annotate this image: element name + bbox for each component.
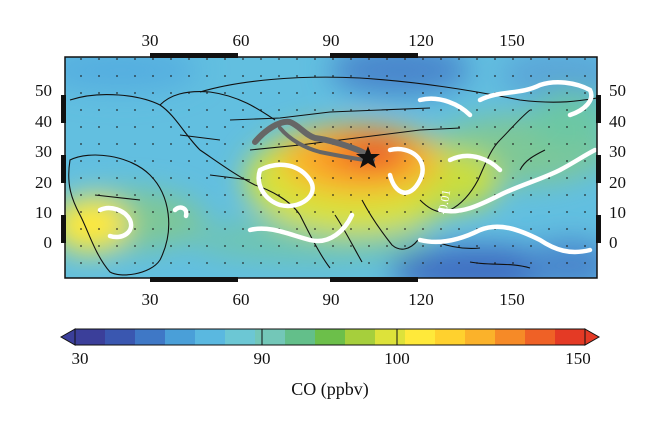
- colorbar-label-90: 90: [254, 349, 271, 368]
- colorbar-swatch: [465, 329, 496, 345]
- colorbar-swatch: [405, 329, 436, 345]
- map-panel: -0.01: [65, 57, 597, 278]
- trajectory-branch: [278, 126, 367, 162]
- lon-tick: 30: [142, 290, 159, 309]
- lat-tick: 30: [35, 142, 52, 161]
- colorbar-swatch: [165, 329, 196, 345]
- colorbar-swatch: [435, 329, 466, 345]
- colorbar-swatches: [75, 329, 586, 345]
- colorbar-swatch: [375, 329, 406, 345]
- lat-ticks-left: 50 40 30 20 10 0: [35, 81, 52, 252]
- colorbar-swatch: [555, 329, 586, 345]
- contour-label: -0.01: [435, 188, 453, 215]
- colorbar-swatch: [495, 329, 526, 345]
- colorbar: 30 90 100 150 CO (ppbv): [59, 328, 601, 400]
- lon-tick: 90: [323, 31, 340, 50]
- lon-tick: 120: [408, 290, 434, 309]
- lon-ticks-bottom: 30 60 90 120 150: [142, 290, 525, 309]
- lat-tick: 40: [609, 112, 626, 131]
- lat-tick: 20: [35, 173, 52, 192]
- lat-tick: 0: [609, 233, 618, 252]
- lon-ticks-top: 30 60 90 120 150: [142, 31, 525, 50]
- lon-tick: 150: [499, 290, 525, 309]
- lat-tick: 30: [609, 142, 626, 161]
- colorbar-frame: [74, 328, 586, 346]
- trajectory-path: [252, 118, 375, 163]
- colorbar-right-arrow: [584, 328, 601, 346]
- colorbar-swatch: [225, 329, 256, 345]
- colorbar-label-100: 100: [384, 349, 410, 368]
- frame-ticks: [61, 53, 601, 282]
- lon-tick: 60: [233, 31, 250, 50]
- colorbar-swatch: [255, 329, 286, 345]
- lat-tick: 10: [609, 203, 626, 222]
- lat-tick: 0: [44, 233, 53, 252]
- lat-tick: 50: [609, 81, 626, 100]
- colorbar-swatch: [525, 329, 556, 345]
- colorbar-unit-label: CO (ppbv): [291, 379, 369, 400]
- lat-tick: 50: [35, 81, 52, 100]
- lon-tick: 150: [499, 31, 525, 50]
- colorbar-swatch: [345, 329, 376, 345]
- colorbar-swatch: [135, 329, 166, 345]
- colorbar-swatch: [195, 329, 226, 345]
- white-contours: [97, 80, 597, 255]
- colorbar-swatch: [285, 329, 316, 345]
- lon-tick: 90: [323, 290, 340, 309]
- colorbar-label-max: 150: [565, 349, 591, 368]
- lon-tick: 120: [408, 31, 434, 50]
- colorbar-swatch: [75, 329, 106, 345]
- star-marker-icon: [356, 146, 380, 168]
- lat-tick: 40: [35, 112, 52, 131]
- colorbar-left-arrow: [59, 328, 76, 346]
- lat-tick: 10: [35, 203, 52, 222]
- lat-ticks-right: 50 40 30 20 10 0: [609, 81, 626, 252]
- colorbar-swatch: [315, 329, 346, 345]
- colorbar-label-min: 30: [72, 349, 89, 368]
- lon-tick: 30: [142, 31, 159, 50]
- lat-tick: 20: [609, 173, 626, 192]
- colorbar-swatch: [105, 329, 136, 345]
- lon-tick: 60: [233, 290, 250, 309]
